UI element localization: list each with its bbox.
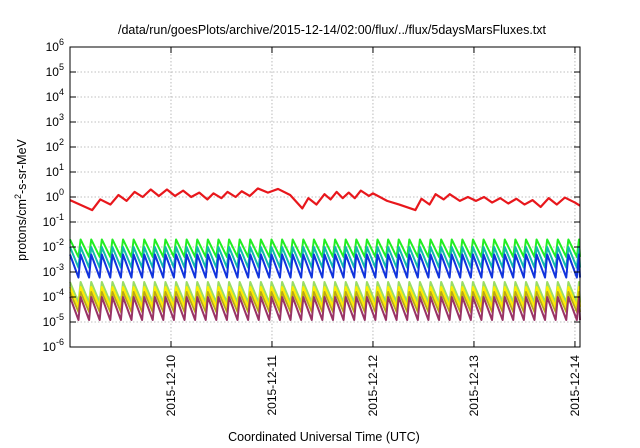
- x-axis: 2015-12-10 2015-12-11 2015-12-12 2015-12-13…: [164, 47, 582, 416]
- y-tick-label: 10-4: [43, 287, 64, 304]
- y-tick-label: 104: [46, 87, 64, 104]
- series-line-5: [69, 280, 581, 304]
- x-tick-label: 2015-12-13: [467, 355, 481, 417]
- y-tick-label: 10-3: [43, 262, 64, 279]
- x-tick-label: 2015-12-11: [265, 355, 279, 416]
- y-tick-label: 102: [46, 137, 64, 154]
- y-tick-label: 101: [46, 162, 64, 179]
- series-line-7: [69, 291, 581, 313]
- x-axis-label: Coordinated Universal Time (UTC): [228, 430, 420, 444]
- x-tick-label: 2015-12-14: [568, 355, 582, 417]
- series-line-1: [69, 187, 581, 212]
- y-tick-label: 10-1: [43, 212, 64, 229]
- y-tick-label: 105: [46, 62, 64, 79]
- chart-title: /data/run/goesPlots/archive/2015-12-14/0…: [118, 23, 547, 37]
- y-tick-label: 10-2: [43, 237, 64, 254]
- series-line-2: [69, 238, 581, 258]
- y-axis-label: protons/cm2-s-sr-MeV: [13, 138, 29, 260]
- y-axis: 10-6 10-5 10-4 10-3 10-2 10-1 100 101 102 103 104 1…: [43, 37, 580, 354]
- y-axis-label-tail: -s-sr-MeV: [15, 138, 29, 194]
- y-tick-label: 10-6: [43, 337, 64, 354]
- y-axis-label-sup: 2: [13, 194, 23, 199]
- series-line-4: [69, 253, 581, 279]
- y-tick-label: 100: [46, 187, 64, 204]
- x-tick-label: 2015-12-10: [164, 355, 178, 417]
- series-line-6: [69, 286, 581, 308]
- x-tick-label: 2015-12-12: [366, 355, 380, 417]
- y-tick-label: 103: [46, 112, 64, 129]
- series-line-8: [69, 296, 581, 322]
- series-line-3: [69, 246, 581, 269]
- y-tick-label: 10-5: [43, 312, 64, 329]
- y-axis-label-base: protons/cm: [15, 199, 29, 261]
- series-group: [69, 187, 581, 322]
- y-tick-label: 106: [46, 37, 64, 54]
